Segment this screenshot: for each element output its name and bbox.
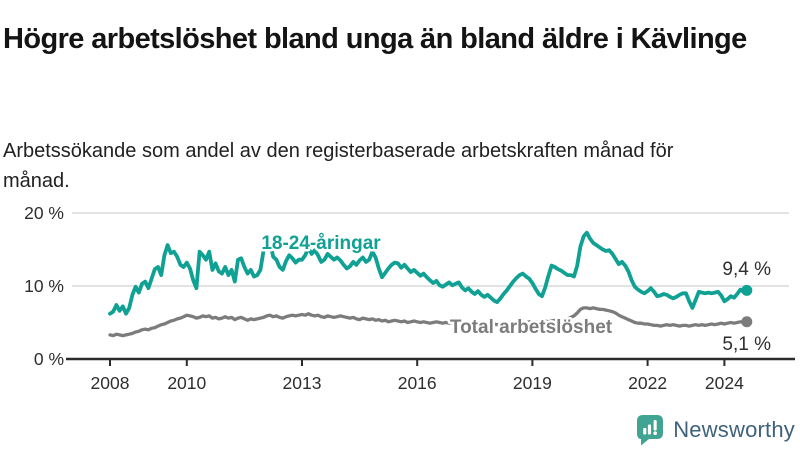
y-tick-label: 0 %: [34, 349, 64, 369]
series-line-total: [108, 306, 749, 338]
bar-1: [643, 427, 647, 434]
x-tick-label: 2008: [91, 373, 130, 393]
exclamation-bar: [653, 419, 657, 430]
newsworthy-wordmark: Newsworthy: [673, 417, 795, 442]
series-line-youth: [108, 230, 749, 316]
end-dot-total: [741, 316, 753, 328]
x-tick-label: 2010: [167, 373, 206, 393]
chart-subtitle: Arbetssökande som andel av den registerb…: [3, 140, 674, 192]
x-tick-label: 2019: [513, 373, 552, 393]
x-tick-label: 2024: [705, 373, 744, 393]
newsworthy-logo-icon: [637, 414, 664, 445]
y-tick-label: 20 %: [24, 203, 64, 223]
end-dot-youth: [741, 284, 753, 296]
exclamation-dot: [653, 430, 658, 435]
bar-2: [648, 424, 652, 434]
end-value-youth: 9,4 %: [722, 259, 771, 280]
series-label-youth: 18-24-åringar: [261, 233, 381, 254]
series-label-total: Total arbetslöshet: [450, 317, 613, 338]
x-tick-label: 2016: [398, 373, 437, 393]
end-value-total: 5,1 %: [722, 334, 771, 355]
x-tick-label: 2013: [283, 373, 322, 393]
page-title: Högre arbetslöshet bland unga än bland ä…: [3, 23, 747, 56]
newsworthy-logo[interactable]: Newsworthy: [636, 414, 795, 446]
x-tick-label: 2022: [628, 373, 667, 393]
y-tick-label: 10 %: [24, 276, 64, 296]
